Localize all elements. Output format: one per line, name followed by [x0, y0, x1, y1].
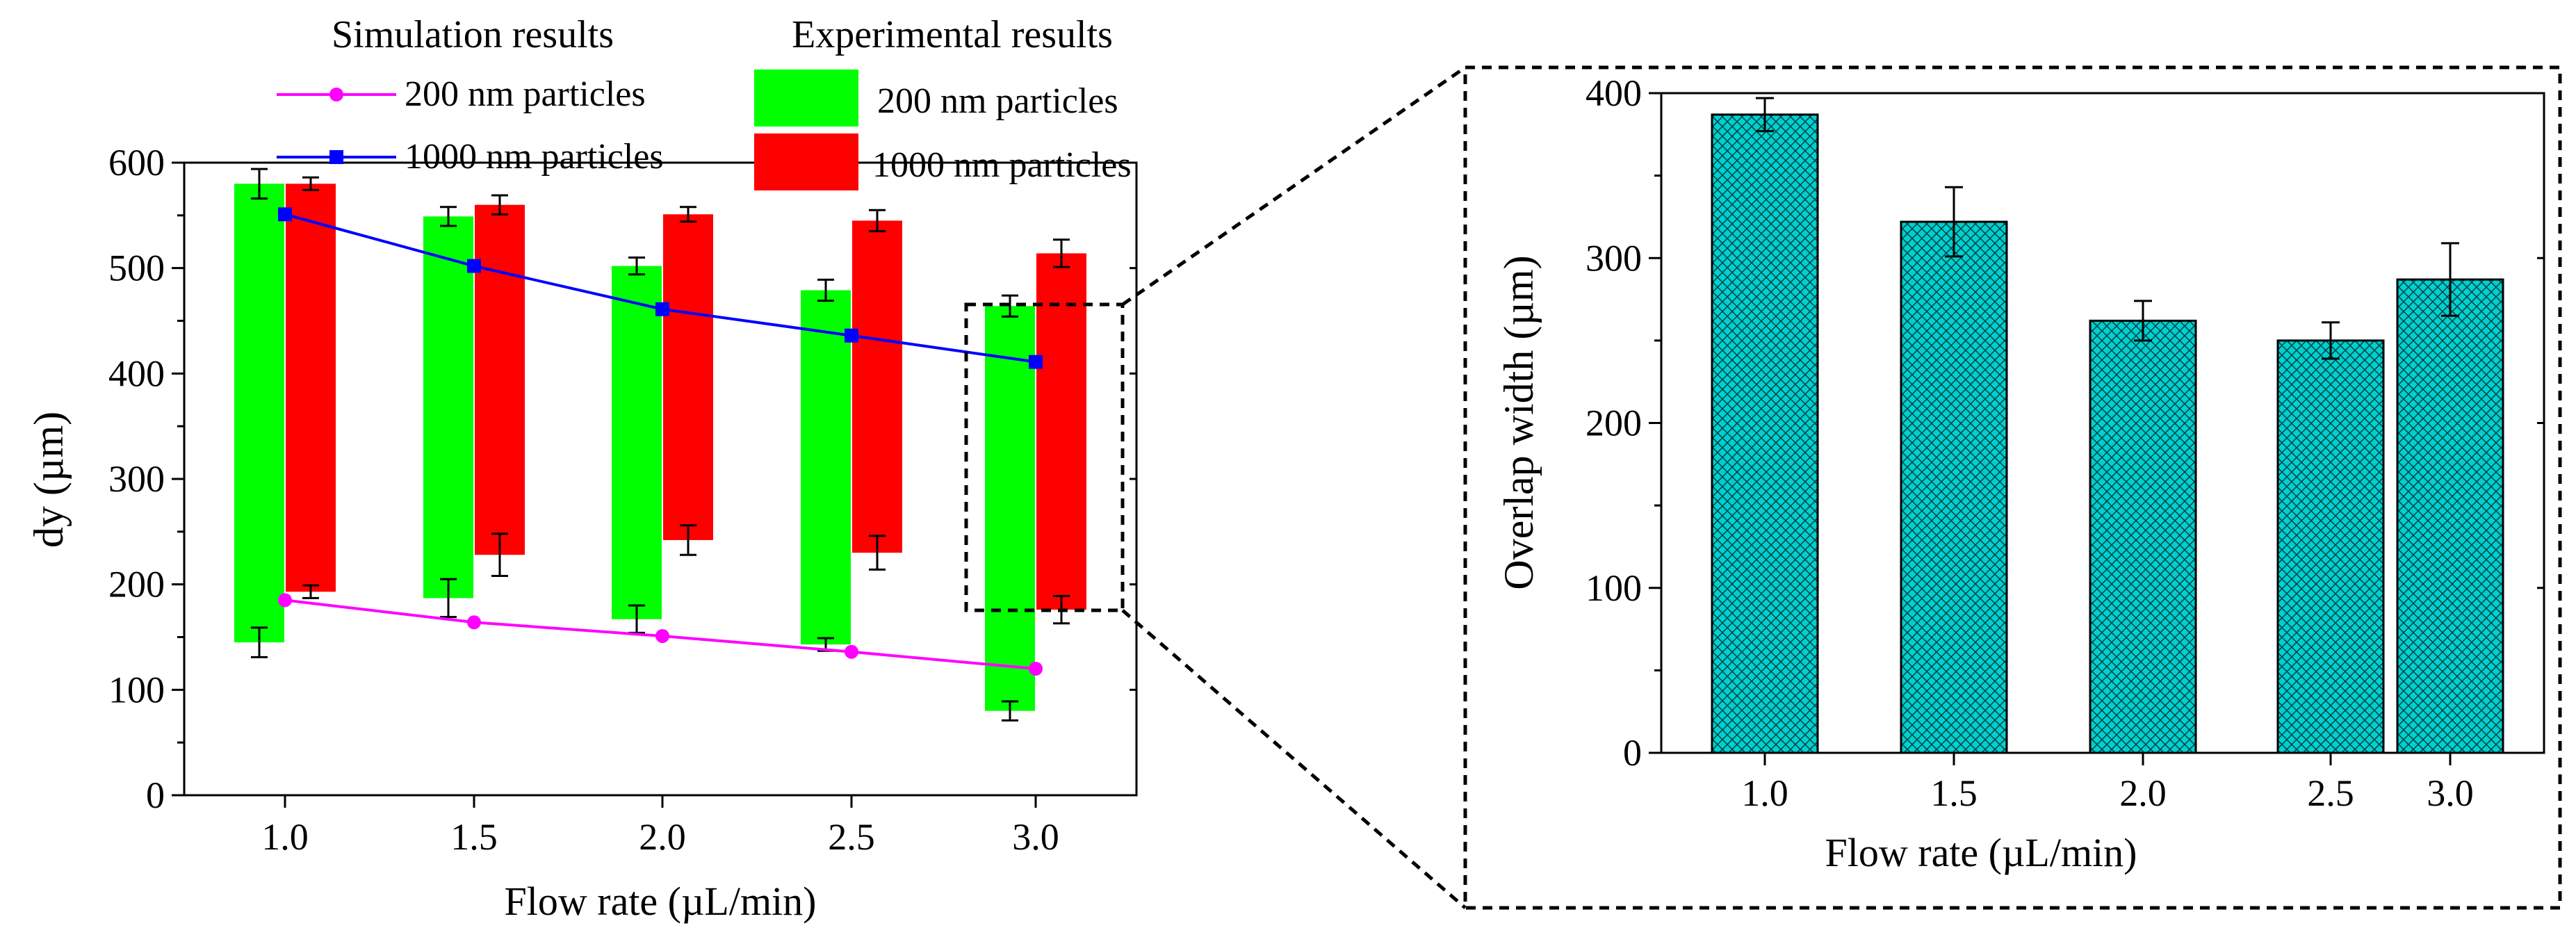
- left-x-axis-title: Flow rate (µL/min): [505, 879, 817, 924]
- exp-bar-1000nm: [852, 220, 902, 553]
- sim-point-1000nm: [655, 302, 669, 316]
- exp-bar-200nm: [234, 184, 284, 643]
- error-bar: [680, 206, 696, 223]
- legend-experimental-title: Experimental results: [792, 13, 1113, 56]
- sim-point-1000nm: [278, 207, 292, 222]
- y-tick-label: 300: [108, 458, 165, 500]
- legend: Simulation results Experimental results …: [277, 13, 1132, 190]
- x-tick-label: 2.5: [828, 816, 875, 858]
- error-bar: [2322, 321, 2340, 360]
- error-bar: [1002, 294, 1018, 318]
- y-tick-label: 100: [108, 669, 165, 710]
- overlap-bar: [1900, 220, 2008, 754]
- error-bar: [817, 278, 834, 302]
- sim-point-200nm: [655, 628, 669, 643]
- error-bar: [302, 176, 319, 191]
- right-y-axis-title: Overlap width (µm): [1496, 255, 1542, 589]
- legend-exp-1000-swatch: [754, 133, 858, 190]
- zoom-region-box: [964, 302, 1125, 612]
- left-chart: 0 100 200 300 400 500 600 1.0 1.5 2.0 2.5 3.0 dy (…: [26, 13, 1138, 924]
- exp-bar-1000nm: [475, 204, 525, 555]
- legend-sim-200-label: 200 nm particles: [405, 74, 646, 114]
- sim-point-1000nm: [1029, 355, 1043, 369]
- right-y-axis: 0 100 200 300 400: [1585, 72, 2544, 774]
- sim-point-200nm: [467, 615, 481, 630]
- legend-exp-200-label: 200 nm particles: [877, 81, 1118, 121]
- error-bar: [302, 584, 319, 599]
- y-tick-label: 0: [1623, 732, 1642, 774]
- zoom-connector-top: [1121, 65, 1467, 307]
- x-tick-label: 1.0: [261, 816, 309, 858]
- error-bar: [1053, 238, 1070, 268]
- sim-point-200nm: [278, 593, 292, 608]
- legend-simulation-title: Simulation results: [332, 13, 614, 56]
- legend-exp-200-swatch: [754, 70, 858, 127]
- overlap-error-bars: [1756, 97, 2459, 360]
- y-tick-label: 300: [1585, 237, 1642, 279]
- exp-bar-200nm: [985, 306, 1035, 711]
- right-x-axis: 1.0 1.5 2.0 2.5 3.0: [1741, 753, 2474, 814]
- legend-sim-1000-marker: [329, 150, 343, 164]
- left-x-axis: 1.0 1.5 2.0 2.5 3.0: [261, 795, 1059, 858]
- right-chart: 0 100 200 300 400 1.0 1.5 2.0 2.5 3.0 Overlap wi…: [1496, 72, 2545, 875]
- x-tick-label: 1.5: [450, 816, 498, 858]
- x-tick-label: 2.0: [2119, 772, 2167, 814]
- zoom-detail-box: [1463, 65, 2562, 910]
- error-bar: [869, 209, 886, 233]
- error-bar: [251, 626, 268, 658]
- error-bar: [680, 524, 696, 556]
- exp-bar-1000nm: [1036, 253, 1086, 610]
- error-bar: [440, 206, 457, 227]
- x-tick-label: 2.0: [639, 816, 686, 858]
- x-tick-label: 2.5: [2307, 772, 2354, 814]
- error-bar: [491, 532, 508, 578]
- exp-bar-200nm: [612, 266, 662, 619]
- error-bar: [251, 168, 268, 200]
- error-bar: [2441, 242, 2459, 317]
- error-bar: [2134, 300, 2152, 342]
- exp-bar-1000nm: [663, 214, 713, 540]
- exp-bar-1000nm: [286, 184, 336, 592]
- error-bar: [440, 578, 457, 619]
- error-bar: [869, 535, 886, 571]
- zoom-connector-bottom: [1121, 609, 1467, 909]
- legend-sim-200-marker: [329, 88, 343, 101]
- x-tick-label: 1.0: [1741, 772, 1788, 814]
- left-y-axis-title: dy (µm): [26, 412, 72, 548]
- error-bar: [1002, 700, 1018, 722]
- y-tick-label: 200: [1585, 402, 1642, 444]
- exp-bar-200nm: [423, 216, 473, 599]
- error-bar: [628, 257, 645, 276]
- error-bar: [1756, 97, 1774, 133]
- error-bar: [491, 194, 508, 215]
- y-tick-label: 600: [108, 142, 165, 184]
- experimental-bars: [234, 184, 1086, 711]
- simulation-lines: [278, 207, 1043, 676]
- overlap-bars: [1711, 113, 2504, 754]
- legend-exp-1000-label: 1000 nm particles: [872, 145, 1132, 185]
- y-tick-label: 400: [1585, 72, 1642, 114]
- x-tick-label: 1.5: [1930, 772, 1978, 814]
- x-tick-label: 3.0: [2427, 772, 2474, 814]
- sim-point-200nm: [845, 644, 858, 659]
- sim-point-1000nm: [467, 259, 481, 273]
- y-tick-label: 100: [1585, 567, 1642, 609]
- legend-sim-1000-label: 1000 nm particles: [405, 137, 664, 177]
- right-x-axis-title: Flow rate (µL/min): [1825, 830, 2137, 875]
- left-y-axis: 0 100 200 300 400 500 600: [108, 142, 1136, 816]
- y-tick-label: 0: [146, 774, 165, 816]
- x-tick-label: 3.0: [1012, 816, 1059, 858]
- y-tick-label: 500: [108, 247, 165, 289]
- y-tick-label: 200: [108, 564, 165, 605]
- overlap-bar: [2396, 278, 2504, 754]
- overlap-bar: [2089, 319, 2197, 754]
- sim-point-1000nm: [845, 328, 858, 343]
- exp-bar-200nm: [801, 290, 851, 645]
- error-bar: [1945, 186, 1963, 258]
- y-tick-label: 400: [108, 352, 165, 394]
- overlap-bar: [1711, 113, 1819, 754]
- overlap-bar: [2276, 339, 2385, 754]
- sim-point-200nm: [1029, 662, 1043, 676]
